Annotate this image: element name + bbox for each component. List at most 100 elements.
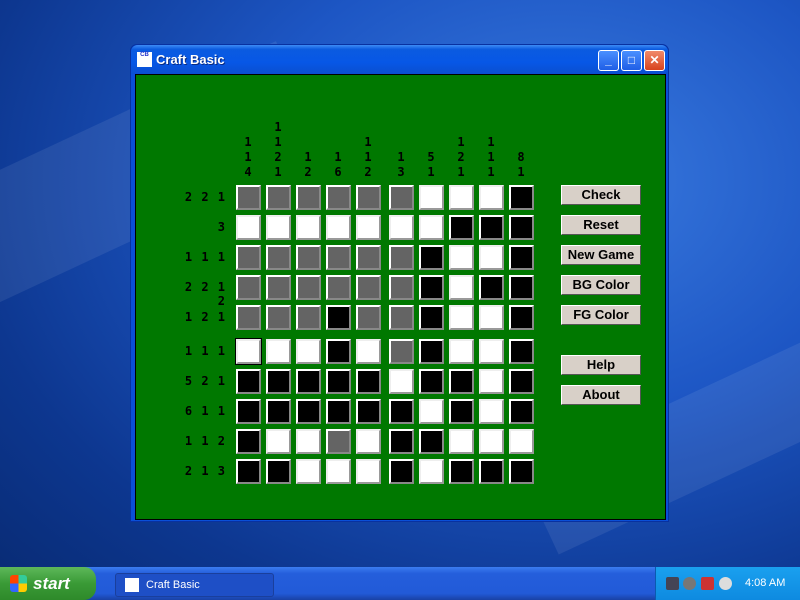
grid-cell[interactable] — [326, 369, 351, 394]
bg-color-button[interactable]: BG Color — [561, 275, 641, 295]
grid-cell[interactable] — [356, 339, 381, 364]
grid-cell[interactable] — [356, 245, 381, 270]
grid-cell[interactable] — [449, 339, 474, 364]
grid-cell[interactable] — [389, 459, 414, 484]
grid-cell[interactable] — [326, 459, 351, 484]
grid-cell[interactable] — [389, 185, 414, 210]
grid-cell[interactable] — [266, 429, 291, 454]
grid-cell[interactable] — [479, 459, 504, 484]
grid-cell[interactable] — [296, 399, 321, 424]
grid-cell[interactable] — [419, 399, 444, 424]
grid-cell[interactable] — [266, 459, 291, 484]
check-button[interactable]: Check — [561, 185, 641, 205]
grid-cell[interactable] — [449, 215, 474, 240]
grid-cell[interactable] — [449, 305, 474, 330]
grid-cell[interactable] — [449, 369, 474, 394]
grid-cell[interactable] — [509, 339, 534, 364]
volume-icon[interactable] — [701, 577, 714, 590]
grid-cell[interactable] — [326, 339, 351, 364]
grid-cell[interactable] — [449, 429, 474, 454]
grid-cell[interactable] — [509, 215, 534, 240]
help-button[interactable]: Help — [561, 355, 641, 375]
grid-cell[interactable] — [326, 429, 351, 454]
grid-cell[interactable] — [356, 275, 381, 300]
grid-cell[interactable] — [296, 275, 321, 300]
grid-cell[interactable] — [235, 338, 262, 365]
grid-cell[interactable] — [449, 275, 474, 300]
grid-cell[interactable] — [419, 245, 444, 270]
grid-cell[interactable] — [266, 399, 291, 424]
grid-cell[interactable] — [296, 459, 321, 484]
grid-cell[interactable] — [296, 305, 321, 330]
fg-color-button[interactable]: FG Color — [561, 305, 641, 325]
grid-cell[interactable] — [509, 399, 534, 424]
grid-cell[interactable] — [509, 185, 534, 210]
taskbar-item-craft-basic[interactable]: Craft Basic — [115, 573, 274, 597]
grid-cell[interactable] — [296, 185, 321, 210]
minimize-button[interactable]: _ — [598, 50, 619, 71]
maximize-button[interactable]: □ — [621, 50, 642, 71]
grid-cell[interactable] — [236, 429, 261, 454]
grid-cell[interactable] — [356, 185, 381, 210]
grid-cell[interactable] — [236, 215, 261, 240]
grid-cell[interactable] — [419, 305, 444, 330]
grid-cell[interactable] — [389, 275, 414, 300]
grid-cell[interactable] — [419, 369, 444, 394]
grid-cell[interactable] — [236, 275, 261, 300]
grid-cell[interactable] — [419, 459, 444, 484]
grid-cell[interactable] — [449, 399, 474, 424]
grid-cell[interactable] — [479, 245, 504, 270]
grid-cell[interactable] — [266, 305, 291, 330]
grid-cell[interactable] — [389, 429, 414, 454]
grid-cell[interactable] — [236, 369, 261, 394]
grid-cell[interactable] — [356, 369, 381, 394]
grid-cell[interactable] — [326, 185, 351, 210]
grid-cell[interactable] — [389, 399, 414, 424]
grid-cell[interactable] — [479, 215, 504, 240]
grid-cell[interactable] — [326, 275, 351, 300]
grid-cell[interactable] — [296, 369, 321, 394]
grid-cell[interactable] — [389, 339, 414, 364]
grid-cell[interactable] — [266, 245, 291, 270]
grid-cell[interactable] — [419, 275, 444, 300]
grid-cell[interactable] — [479, 339, 504, 364]
grid-cell[interactable] — [236, 399, 261, 424]
grid-cell[interactable] — [296, 215, 321, 240]
grid-cell[interactable] — [509, 275, 534, 300]
grid-cell[interactable] — [266, 215, 291, 240]
grid-cell[interactable] — [509, 429, 534, 454]
grid-cell[interactable] — [419, 429, 444, 454]
grid-cell[interactable] — [326, 245, 351, 270]
grid-cell[interactable] — [479, 369, 504, 394]
grid-cell[interactable] — [419, 339, 444, 364]
grid-cell[interactable] — [356, 459, 381, 484]
close-button[interactable]: ✕ — [644, 50, 665, 71]
grid-cell[interactable] — [419, 185, 444, 210]
title-bar[interactable]: CB Craft Basic _ □ ✕ — [131, 45, 668, 74]
grid-cell[interactable] — [389, 305, 414, 330]
grid-cell[interactable] — [356, 305, 381, 330]
grid-cell[interactable] — [236, 185, 261, 210]
grid-cell[interactable] — [296, 339, 321, 364]
grid-cell[interactable] — [296, 245, 321, 270]
grid-cell[interactable] — [389, 369, 414, 394]
grid-cell[interactable] — [509, 369, 534, 394]
grid-cell[interactable] — [449, 185, 474, 210]
grid-cell[interactable] — [449, 245, 474, 270]
new-game-button[interactable]: New Game — [561, 245, 641, 265]
speaker-settings-icon[interactable] — [683, 577, 696, 590]
grid-cell[interactable] — [326, 305, 351, 330]
grid-cell[interactable] — [389, 245, 414, 270]
grid-cell[interactable] — [479, 185, 504, 210]
about-button[interactable]: About — [561, 385, 641, 405]
update-icon[interactable] — [719, 577, 732, 590]
grid-cell[interactable] — [236, 459, 261, 484]
network-icon[interactable] — [666, 577, 679, 590]
grid-cell[interactable] — [356, 429, 381, 454]
grid-cell[interactable] — [326, 399, 351, 424]
grid-cell[interactable] — [296, 429, 321, 454]
start-button[interactable]: start — [0, 567, 96, 600]
grid-cell[interactable] — [479, 399, 504, 424]
grid-cell[interactable] — [509, 305, 534, 330]
grid-cell[interactable] — [266, 185, 291, 210]
